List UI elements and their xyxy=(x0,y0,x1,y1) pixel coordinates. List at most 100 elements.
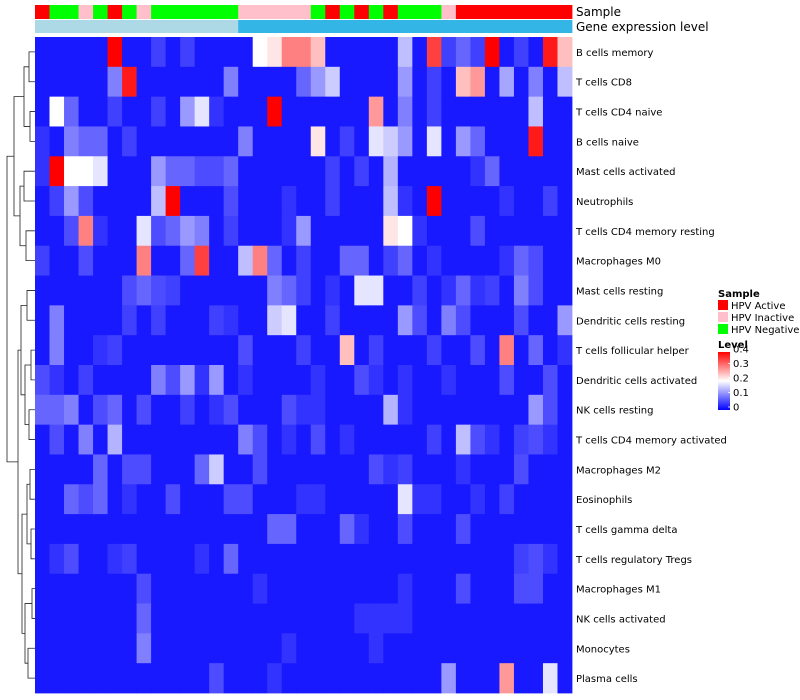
heatmap-cell xyxy=(238,543,254,575)
heatmap-cell xyxy=(441,66,457,98)
heatmap-cell xyxy=(557,394,573,426)
heatmap-cell xyxy=(383,335,399,366)
expression-annotation-cell xyxy=(252,20,268,33)
heatmap-cell xyxy=(107,96,123,127)
heatmap-cell xyxy=(136,484,152,515)
heatmap-cell xyxy=(470,245,486,276)
heatmap-cell xyxy=(339,37,355,68)
level-legend-title: Level xyxy=(718,340,748,351)
heatmap-cell xyxy=(368,514,384,545)
heatmap-cell xyxy=(412,66,428,98)
heatmap-cell xyxy=(310,156,326,187)
heatmap-cell xyxy=(238,305,254,336)
heatmap-cell xyxy=(281,305,297,336)
heatmap-cell xyxy=(49,394,65,426)
heatmap-cell xyxy=(281,573,297,604)
heatmap-cell xyxy=(339,484,355,515)
heatmap-cell xyxy=(180,245,196,276)
heatmap-cell xyxy=(151,603,167,634)
heatmap-cell xyxy=(354,275,370,306)
expression-annotation-cell xyxy=(136,20,152,33)
heatmap-cell xyxy=(470,633,486,664)
row-label: NK cells resting xyxy=(576,406,653,417)
heatmap-cell xyxy=(354,245,370,276)
heatmap-cell xyxy=(64,633,79,664)
dendrogram-branch xyxy=(28,409,35,440)
heatmap-cell xyxy=(484,573,500,604)
heatmap-cell xyxy=(296,424,312,455)
heatmap-cell xyxy=(557,275,573,306)
heatmap-cell xyxy=(35,424,50,455)
heatmap-cell xyxy=(383,156,399,187)
heatmap-cell xyxy=(151,126,167,157)
heatmap-cell xyxy=(499,335,515,366)
heatmap-cell xyxy=(165,603,181,634)
heatmap-cell xyxy=(64,484,79,515)
expression-annotation-cell xyxy=(383,20,399,33)
heatmap-cell xyxy=(267,186,283,217)
heatmap-cell xyxy=(107,573,123,604)
heatmap-cell xyxy=(368,215,384,247)
expression-annotation-cell xyxy=(165,20,181,33)
heatmap-cell xyxy=(354,126,370,157)
heatmap-cell xyxy=(528,603,544,634)
heatmap-cell xyxy=(49,365,65,396)
heatmap-cell xyxy=(209,454,225,485)
heatmap-cell xyxy=(310,37,326,68)
heatmap-cell xyxy=(267,543,283,575)
heatmap-cell xyxy=(426,37,442,68)
heatmap-cell xyxy=(180,633,196,664)
heatmap-cell xyxy=(107,543,123,575)
heatmap-cell xyxy=(310,543,326,575)
heatmap-cell xyxy=(412,156,428,187)
heatmap-cell xyxy=(455,365,471,396)
heatmap-cell xyxy=(107,305,123,336)
heatmap-cell xyxy=(252,573,268,604)
heatmap-cell xyxy=(426,603,442,634)
heatmap-cell xyxy=(412,514,428,545)
heatmap-cell xyxy=(252,514,268,545)
heatmap-cell xyxy=(136,573,152,604)
heatmap-cell xyxy=(122,245,137,276)
heatmap-cell xyxy=(252,96,268,127)
heatmap-cell xyxy=(281,96,297,127)
heatmap-cell xyxy=(383,424,399,455)
heatmap-cell xyxy=(107,215,123,247)
dendrogram-branch xyxy=(13,96,24,217)
heatmap-cell xyxy=(238,424,254,455)
row-label: Monocytes xyxy=(576,644,630,655)
heatmap-cell xyxy=(470,215,486,247)
heatmap-cell xyxy=(470,603,486,634)
heatmap-cell xyxy=(484,96,500,127)
heatmap-cell xyxy=(165,215,181,247)
row-label: Neutrophils xyxy=(576,197,633,208)
heatmap-cell xyxy=(441,454,457,485)
heatmap-cell xyxy=(78,215,94,247)
heatmap-cell xyxy=(397,37,413,68)
heatmap-cell xyxy=(397,543,413,575)
row-label: B cells memory xyxy=(576,48,653,59)
heatmap-cell xyxy=(180,37,196,68)
heatmap-cell xyxy=(238,454,254,485)
dendrogram-branch xyxy=(25,230,35,262)
heatmap-cell xyxy=(136,424,152,455)
heatmap-cell xyxy=(557,156,573,187)
heatmap-cell xyxy=(93,186,108,217)
heatmap-cell xyxy=(223,335,239,366)
heatmap-cell xyxy=(136,394,152,426)
heatmap-cell xyxy=(339,215,355,247)
heatmap-cell xyxy=(136,454,152,485)
heatmap-cell xyxy=(209,484,225,515)
heatmap-cell xyxy=(223,603,239,634)
heatmap-cell xyxy=(557,245,573,276)
sample-annotation-cell xyxy=(49,5,65,19)
heatmap-cell xyxy=(470,484,486,515)
heatmap-cell xyxy=(223,663,239,694)
heatmap-cell xyxy=(542,126,558,157)
heatmap-cell xyxy=(441,543,457,575)
heatmap-cell xyxy=(107,275,123,306)
heatmap-cell xyxy=(499,633,515,664)
heatmap-cell xyxy=(151,365,167,396)
heatmap-cell xyxy=(136,335,152,366)
heatmap-cell xyxy=(499,215,515,247)
